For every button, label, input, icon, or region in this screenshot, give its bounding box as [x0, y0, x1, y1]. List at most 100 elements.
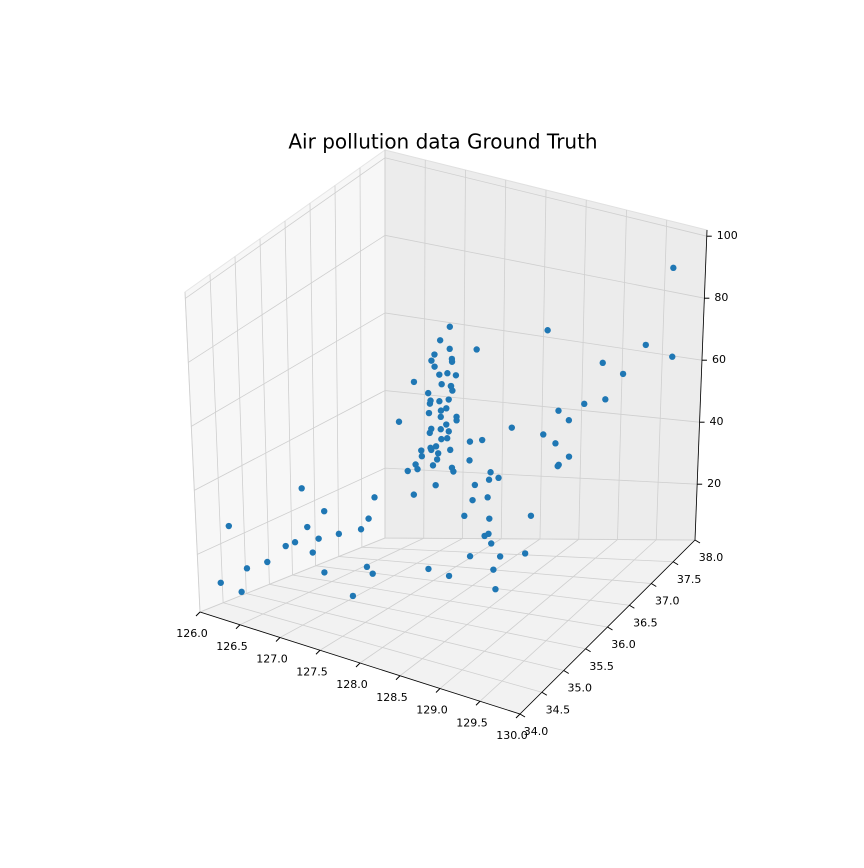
- point: [461, 512, 468, 520]
- z-axis-line: [694, 229, 708, 541]
- point: [431, 351, 438, 358]
- chart-title: Air pollution data Ground Truth: [288, 130, 597, 154]
- point: [488, 540, 495, 547]
- point: [427, 397, 434, 404]
- point: [436, 337, 444, 344]
- point: [309, 549, 316, 556]
- z-grid-line: [185, 157, 707, 299]
- point: [487, 469, 494, 476]
- point: [304, 523, 311, 531]
- point: [552, 440, 559, 447]
- point: [425, 565, 432, 573]
- point: [453, 417, 460, 424]
- z-tick-label: 20: [707, 477, 721, 490]
- y-tick-label: 36.5: [633, 616, 658, 629]
- y-tick-label: 37.5: [677, 573, 702, 586]
- z-tick-label: 40: [710, 415, 724, 428]
- y-tick: [629, 604, 635, 609]
- point: [217, 579, 224, 586]
- y-tick-label: 37.0: [655, 595, 680, 608]
- point: [410, 491, 418, 498]
- point: [447, 382, 455, 390]
- point: [418, 453, 426, 460]
- x-tick: [515, 713, 521, 719]
- point: [428, 425, 435, 433]
- point: [565, 453, 573, 460]
- point: [436, 398, 443, 405]
- point: [478, 436, 486, 444]
- x-tick: [195, 611, 201, 617]
- point: [433, 456, 441, 463]
- point: [369, 570, 376, 577]
- point: [437, 407, 445, 414]
- point: [473, 346, 480, 353]
- y-grid-line: [309, 203, 630, 606]
- point: [602, 396, 609, 403]
- point: [410, 378, 418, 386]
- point: [425, 409, 433, 417]
- point: [335, 530, 343, 538]
- y-grid-line: [334, 185, 652, 584]
- y-tick: [672, 561, 679, 566]
- point: [291, 539, 299, 546]
- point: [225, 522, 233, 530]
- z-grid-line: [188, 234, 705, 363]
- point: [444, 435, 451, 442]
- point: [447, 446, 454, 454]
- point: [670, 264, 677, 272]
- point: [436, 371, 443, 378]
- point: [438, 380, 445, 388]
- y-tick: [519, 713, 526, 718]
- y-grid-line: [359, 167, 674, 563]
- point: [414, 465, 421, 473]
- point: [427, 444, 434, 452]
- point: [349, 592, 357, 600]
- point: [432, 481, 439, 489]
- point: [484, 494, 491, 501]
- y-tick: [607, 626, 613, 631]
- point: [444, 370, 451, 377]
- point: [298, 485, 305, 492]
- x-tick-label: 129.0: [416, 704, 448, 717]
- point: [466, 457, 473, 464]
- point: [466, 438, 474, 445]
- point: [365, 515, 372, 522]
- point: [264, 558, 271, 566]
- z-grid-line: [194, 390, 700, 491]
- point: [357, 526, 365, 533]
- point: [428, 357, 435, 364]
- x-tick: [275, 637, 281, 642]
- point: [395, 418, 403, 425]
- y-tick-label: 34.0: [524, 725, 549, 738]
- point: [282, 542, 289, 550]
- y-grid-line: [209, 274, 542, 693]
- y-tick: [694, 539, 701, 544]
- x-tick-label: 126.5: [216, 640, 248, 653]
- point: [642, 341, 649, 349]
- point: [527, 512, 535, 519]
- point: [321, 507, 328, 515]
- point: [448, 358, 456, 365]
- point: [445, 572, 453, 580]
- point: [469, 496, 476, 504]
- point: [448, 464, 456, 471]
- y-tick: [585, 648, 591, 653]
- z-tick-label: 60: [712, 353, 726, 366]
- y-tick-label: 35.0: [568, 682, 593, 695]
- point: [445, 428, 452, 435]
- point: [540, 431, 547, 438]
- x-tick-label: 130.0: [496, 729, 528, 742]
- point: [446, 323, 454, 330]
- y-tick: [563, 670, 570, 674]
- x-tick: [435, 688, 441, 693]
- point: [471, 481, 479, 489]
- x-tick-label: 126.0: [176, 627, 208, 640]
- point: [599, 359, 606, 367]
- point: [669, 353, 676, 360]
- point: [495, 474, 502, 482]
- point: [363, 563, 371, 571]
- y-tick-label: 36.0: [611, 638, 636, 651]
- point: [485, 476, 493, 483]
- y-tick: [650, 583, 657, 587]
- point: [434, 450, 442, 457]
